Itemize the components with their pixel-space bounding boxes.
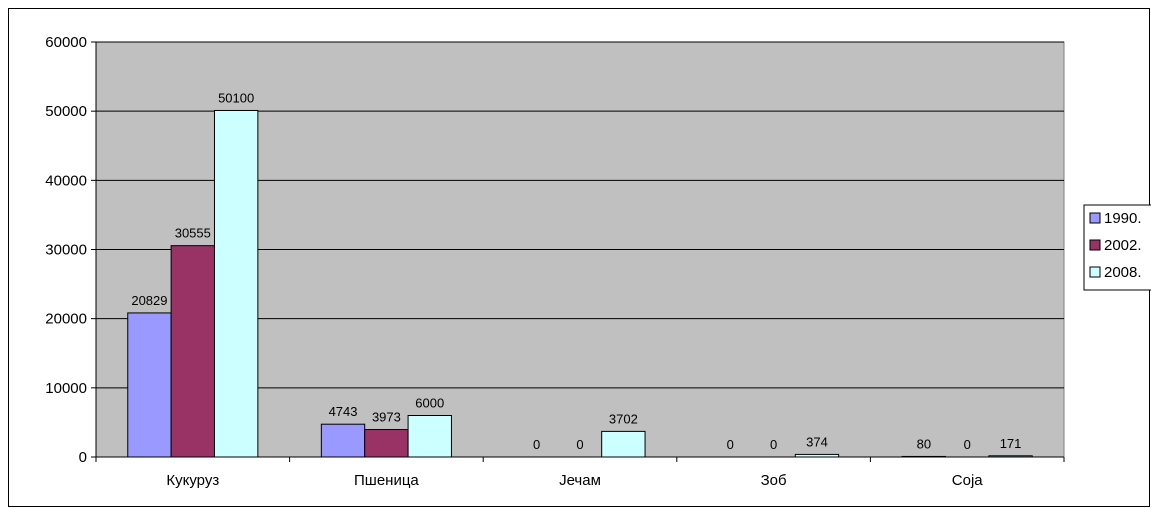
bar [170,245,215,458]
bar [601,430,646,458]
data-label: 0 [770,437,777,452]
legend-label: 2008. [1104,264,1142,281]
bar [901,455,947,458]
y-tick-label: 40000 [45,172,87,189]
data-label: 0 [533,437,540,452]
y-tick-label: 60000 [45,34,87,51]
y-tick-label: 0 [79,449,87,466]
data-label: 80 [917,436,931,451]
x-tick-label: Зоб [761,472,787,489]
data-label: 171 [1000,436,1022,451]
y-tick-label: 30000 [45,242,87,259]
bar [407,415,452,458]
bar [794,453,840,458]
bar [320,423,366,458]
x-tick-label: Јечам [559,472,601,489]
x-tick-label: Пшеница [354,472,419,489]
bar [127,312,172,458]
data-label: 6000 [415,396,444,411]
bar [364,429,409,458]
legend-swatch [1089,212,1101,224]
legend-swatch [1089,266,1101,278]
legend-label: 1990. [1104,210,1142,227]
data-label: 0 [576,437,583,452]
legend-swatch [1089,239,1101,251]
y-tick-label: 20000 [45,311,87,328]
data-label: 4743 [329,404,358,419]
y-tick-label: 50000 [45,103,87,120]
legend-label: 2002. [1104,237,1142,254]
data-label: 50100 [218,90,254,105]
data-label: 20829 [131,293,167,308]
data-label: 374 [806,434,828,449]
data-label: 3973 [372,410,401,425]
data-label: 3702 [609,411,638,426]
x-tick-label: Соја [952,472,984,489]
y-tick-label: 10000 [45,380,87,397]
bar [213,109,259,458]
data-label: 30555 [175,226,211,241]
data-label: 0 [727,437,734,452]
x-tick-label: Кукуруз [166,472,219,489]
data-label: 0 [964,437,971,452]
bar [988,455,1033,458]
